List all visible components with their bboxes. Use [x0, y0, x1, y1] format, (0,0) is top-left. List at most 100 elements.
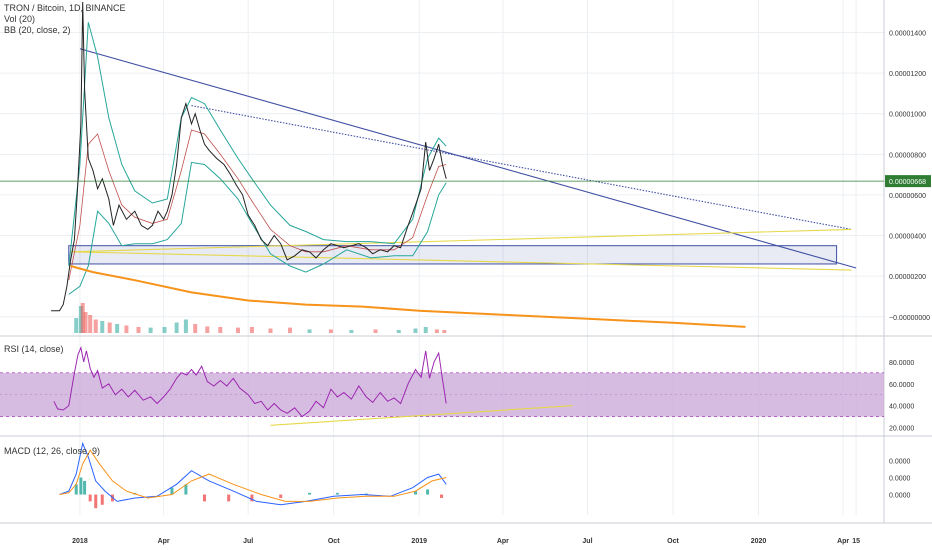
- dotted-trendline[interactable]: [191, 105, 852, 230]
- macd-histogram-bar: [100, 494, 104, 505]
- volume-bar: [83, 312, 88, 333]
- volume-bar: [235, 327, 240, 333]
- rsi-trendline[interactable]: [270, 405, 573, 426]
- macd-signal-line: [59, 449, 447, 502]
- macd-histogram-bar: [335, 492, 339, 495]
- price-tick-label: 0.00001400: [889, 30, 926, 37]
- bollinger-upper: [68, 22, 447, 267]
- volume-indicator-label[interactable]: Vol (20): [4, 14, 36, 24]
- volume-bar: [349, 330, 354, 333]
- volume-bar: [162, 327, 167, 333]
- volume-bar: [100, 321, 105, 333]
- rsi-series: [53, 346, 573, 426]
- price-tick-label: 0.00000200: [889, 274, 926, 281]
- macd-histogram-bar: [364, 493, 368, 495]
- macd-histogram-bar: [440, 494, 444, 498]
- volume-bar: [205, 326, 210, 333]
- time-tick-label: Jul: [243, 538, 253, 545]
- macd-legend[interactable]: MACD (12, 26, close, 9): [4, 446, 100, 457]
- macd-histogram-bar: [414, 491, 418, 495]
- volume-bar: [373, 329, 378, 333]
- volume-bar: [74, 318, 79, 333]
- bollinger-lower: [68, 161, 447, 295]
- last-price-tag: [885, 175, 931, 188]
- macd-histogram-bar: [203, 494, 207, 502]
- volume-bar: [328, 329, 333, 333]
- rsi-band: [0, 372, 884, 417]
- macd-tick-label: 0.0000: [889, 493, 911, 500]
- time-tick-label: Oct: [328, 538, 340, 545]
- volume-bar: [423, 327, 428, 333]
- volume-bar: [136, 327, 141, 333]
- rsi-tick-label: 80.0000: [889, 360, 914, 367]
- range-rectangle[interactable]: [68, 245, 838, 265]
- price-tick-label: 0.00000800: [889, 152, 926, 159]
- volume-bar: [396, 330, 401, 333]
- macd-series: [59, 441, 447, 509]
- symbol-legend[interactable]: TRON / Bitcoin, 1D, BINANCE Vol (20) BB …: [4, 3, 126, 36]
- rsi-line: [53, 346, 447, 418]
- moving-average: [70, 265, 746, 328]
- symbol-label[interactable]: TRON / Bitcoin, 1D, BINANCE: [4, 3, 126, 13]
- volume-bar: [124, 325, 129, 333]
- rsi-legend[interactable]: RSI (14, close): [4, 344, 64, 355]
- volume-bar: [442, 330, 447, 333]
- time-tick-label: Jul: [582, 538, 592, 545]
- rsi-tick-label: 20.0000: [889, 426, 914, 433]
- volume-bar: [307, 329, 312, 333]
- rsi-tick-label: 60.0000: [889, 382, 914, 389]
- volume-bar: [413, 328, 418, 333]
- macd-histogram-bar: [308, 492, 312, 495]
- volume-bar: [148, 327, 153, 333]
- price-line: [51, 1, 447, 312]
- volume-bar: [218, 327, 223, 333]
- volume-bar: [107, 322, 112, 333]
- volume-bar: [268, 328, 273, 333]
- macd-histogram-bar: [170, 487, 174, 495]
- yellow-support-lower[interactable]: [70, 251, 852, 271]
- time-tick-label: 2018: [72, 538, 88, 545]
- volume-bar: [193, 324, 198, 333]
- grid: [0, 0, 932, 524]
- last-price-label: 0.00000668: [889, 179, 926, 186]
- volume-bar: [249, 327, 254, 333]
- time-tick-label: Apr: [158, 538, 170, 545]
- macd-histogram-bar: [74, 484, 78, 495]
- volume-bar: [434, 329, 439, 333]
- price-tick-label: 0.00001200: [889, 71, 926, 78]
- volume-bar: [88, 315, 93, 333]
- rsi-tick-label: 40.0000: [889, 404, 914, 411]
- macd-tick-label: 0.0000: [889, 458, 911, 465]
- volume-bar: [93, 319, 98, 333]
- macd-histogram-bar: [94, 494, 98, 509]
- time-tick-label: Apr: [837, 538, 849, 545]
- macd-histogram-bar: [426, 489, 430, 495]
- volume-bar: [183, 319, 188, 333]
- price-tick-label: −0.00000000: [889, 315, 930, 322]
- macd-label[interactable]: MACD (12, 26, close, 9): [4, 446, 101, 456]
- upper-trendline[interactable]: [79, 48, 857, 269]
- macd-histogram-bar: [184, 484, 188, 495]
- price-tick-label: 0.00000400: [889, 234, 926, 241]
- volume-bars: [74, 303, 447, 333]
- range-box[interactable]: [68, 245, 838, 265]
- macd-histogram-bar: [83, 480, 87, 495]
- axes: 0.00001400 0.00001200 0.00001000 0.00000800…: [72, 30, 931, 545]
- time-tick-label: Oct: [667, 538, 679, 545]
- trendlines[interactable]: [70, 48, 857, 271]
- volume-bar: [80, 303, 85, 333]
- time-tick-label: 2020: [751, 538, 767, 545]
- price-series: [0, 1, 884, 312]
- bollinger-indicator-label[interactable]: BB (20, close, 2): [4, 25, 71, 35]
- rsi-label[interactable]: RSI (14, close): [4, 344, 64, 354]
- price-tick-label: 0.00000600: [889, 193, 926, 200]
- macd-histogram-bar: [88, 494, 92, 502]
- time-tick-label: 2019: [411, 538, 427, 545]
- time-tick-label: Apr: [497, 538, 509, 545]
- yellow-support-upper[interactable]: [70, 228, 852, 253]
- macd-histogram-bar: [279, 494, 283, 498]
- volume-bar: [174, 322, 179, 333]
- macd-histogram-bar: [79, 477, 83, 495]
